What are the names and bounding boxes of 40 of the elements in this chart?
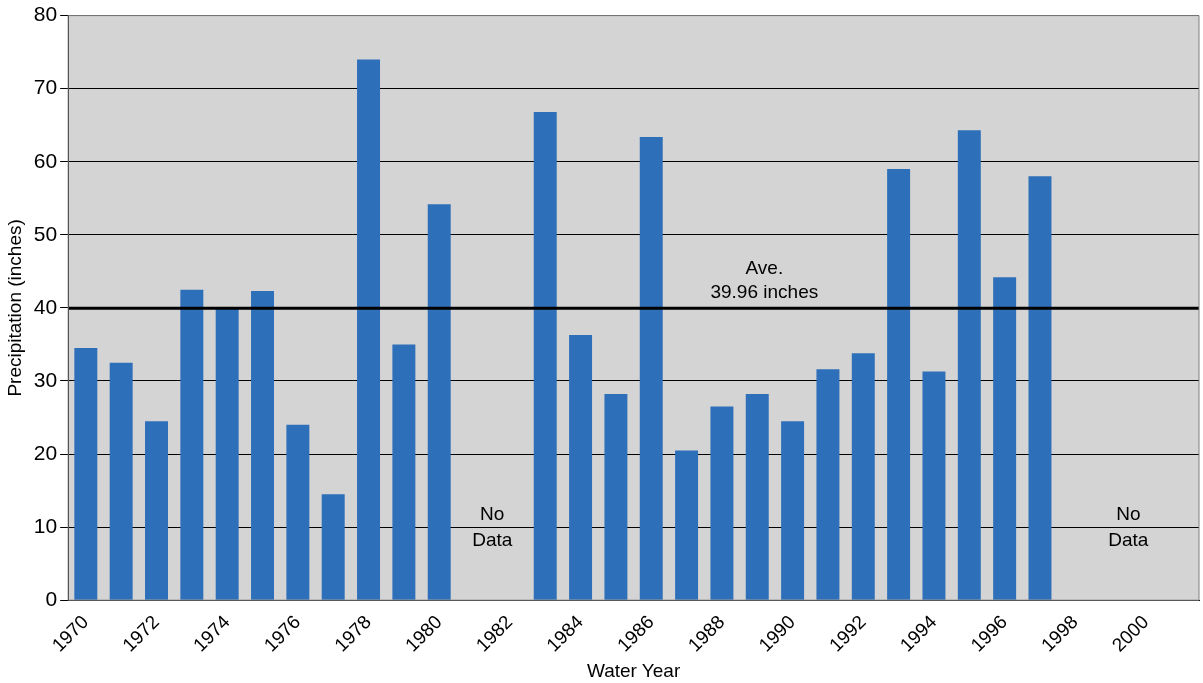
bar — [180, 289, 204, 600]
bar — [887, 169, 911, 600]
bar — [533, 112, 557, 600]
bar — [639, 136, 663, 600]
x-axis-title: Water Year — [586, 659, 681, 681]
bar — [851, 353, 875, 600]
bar — [781, 421, 805, 600]
y-tick-label: 20 — [33, 440, 58, 464]
bar — [251, 291, 275, 600]
y-tick-label: 60 — [33, 148, 58, 172]
bar — [604, 394, 628, 600]
bar — [109, 362, 133, 600]
ref-line-label: Ave. 39.96 inches — [710, 257, 819, 303]
bar — [816, 369, 840, 600]
bar — [427, 204, 451, 600]
bar — [392, 344, 416, 600]
bar — [74, 348, 98, 600]
y-tick-label: 40 — [33, 294, 58, 318]
y-tick-label: 80 — [33, 2, 58, 26]
annotation: No Data — [1108, 503, 1149, 551]
y-tick-label: 0 — [45, 586, 58, 610]
annotation: No Data — [472, 503, 513, 551]
bar — [1028, 176, 1052, 600]
bar — [922, 371, 946, 600]
y-tick-label: 70 — [33, 75, 58, 99]
y-axis-title: Precipitation (inches) — [3, 219, 25, 397]
bar — [745, 394, 769, 600]
bar — [321, 494, 345, 600]
y-tick-label: 50 — [33, 221, 58, 245]
y-tick-label: 30 — [33, 367, 58, 391]
bar — [957, 130, 981, 600]
bar — [993, 277, 1017, 600]
bar — [286, 424, 310, 600]
bar — [145, 421, 168, 600]
y-tick-label: 10 — [33, 513, 58, 537]
bar — [357, 59, 381, 600]
bar — [675, 450, 699, 600]
bar — [215, 307, 239, 600]
bar — [710, 406, 734, 600]
bar — [569, 334, 593, 600]
